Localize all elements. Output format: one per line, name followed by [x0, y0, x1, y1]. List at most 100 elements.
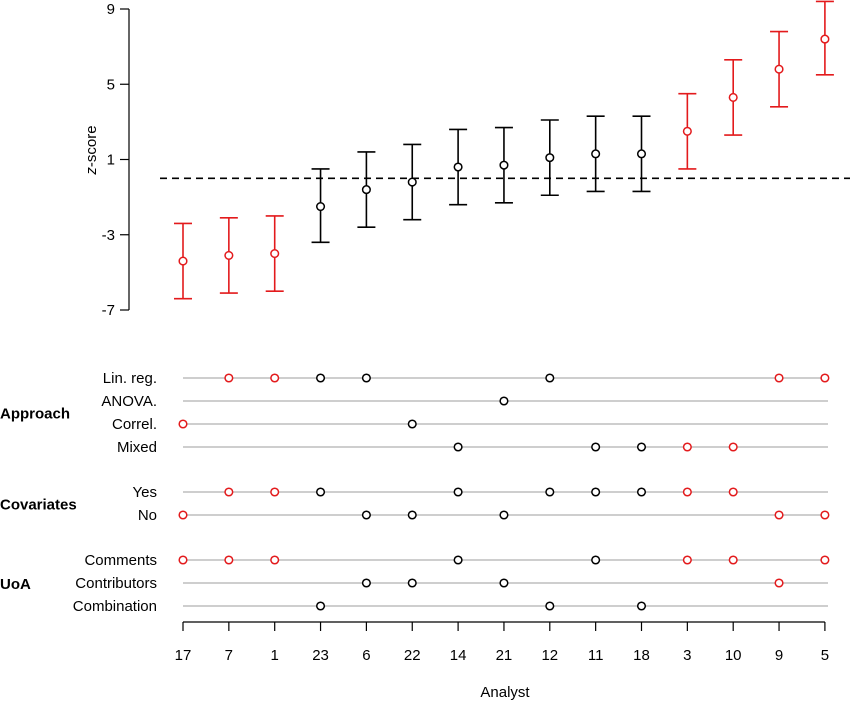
- row: Mixed: [117, 439, 828, 456]
- choice-point: [453, 442, 463, 452]
- choice-point: [224, 555, 234, 565]
- estimate-point: [545, 153, 555, 163]
- choice-point: [636, 601, 647, 611]
- choice-point: [774, 373, 784, 383]
- choice-point: [728, 555, 738, 565]
- y-tick-label: 5: [107, 76, 115, 93]
- row: Comments: [84, 552, 830, 569]
- choice-point: [591, 555, 601, 565]
- x-axis-title: Analyst: [480, 684, 530, 701]
- choice-point: [316, 373, 326, 383]
- error-bar: [265, 215, 284, 292]
- choice-point: [270, 555, 280, 565]
- choice-point: [407, 510, 417, 520]
- choice-point: [178, 510, 188, 520]
- estimate-point: [682, 126, 692, 136]
- choice-point: [407, 419, 417, 429]
- x-tick-label: 7: [225, 647, 233, 664]
- x-tick-label: 22: [404, 647, 421, 664]
- choice-point: [270, 487, 280, 497]
- row-label: Contributors: [75, 575, 157, 592]
- choice-point: [682, 555, 692, 565]
- estimate-point: [178, 256, 188, 266]
- x-tick-label: 3: [683, 647, 691, 664]
- row-label: Yes: [133, 484, 157, 501]
- choice-point: [774, 510, 784, 520]
- choice-point: [316, 487, 326, 497]
- error-bar: [403, 143, 422, 221]
- estimate-point: [774, 64, 784, 74]
- choice-point: [178, 555, 188, 565]
- choice-point: [178, 419, 188, 429]
- choice-point: [224, 487, 234, 497]
- error-bar: [586, 115, 605, 193]
- choice-point: [453, 555, 463, 565]
- choice-point: [682, 442, 692, 452]
- x-tick-label: 18: [633, 647, 650, 664]
- z-score-panel: -7 -3 1 5 9: [102, 0, 850, 319]
- y-tick-label: 9: [107, 1, 115, 18]
- choice-point: [224, 373, 234, 383]
- choice-point: [499, 396, 509, 406]
- choice-point: [453, 487, 463, 497]
- row-label: No: [138, 507, 157, 524]
- row: Combination: [73, 598, 828, 615]
- x-tick-label: 10: [725, 647, 742, 664]
- row-label: Lin. reg.: [103, 370, 157, 387]
- estimate-point: [270, 249, 280, 259]
- estimate-point: [820, 34, 830, 44]
- error-bar: [770, 30, 789, 108]
- choice-point: [499, 510, 509, 520]
- choice-point: [820, 373, 830, 383]
- choice-point: [361, 578, 371, 588]
- y-tick-label: -7: [102, 302, 115, 319]
- x-tick-label: 21: [496, 647, 513, 664]
- error-bar: [494, 126, 513, 204]
- choice-point: [545, 373, 555, 383]
- estimate-point: [499, 160, 509, 170]
- error-bar: [174, 222, 192, 300]
- x-tick-label: 9: [775, 647, 783, 664]
- error-bar: [449, 128, 468, 206]
- choice-point: [728, 442, 738, 452]
- estimate-point: [591, 149, 601, 159]
- choice-point: [636, 442, 647, 452]
- choice-point: [591, 487, 601, 497]
- error-bar: [540, 119, 559, 197]
- x-tick-label: 23: [312, 647, 329, 664]
- choice-point: [545, 601, 555, 611]
- row: ANOVA.: [101, 393, 828, 410]
- y-axis-title-italic: z: [83, 167, 100, 176]
- x-tick-label: 5: [821, 647, 829, 664]
- row: Contributors: [75, 575, 828, 592]
- row-label: Correl.: [112, 416, 157, 433]
- row-label: Comments: [84, 552, 157, 569]
- y-tick-label: 1: [107, 152, 115, 169]
- error-bar: [815, 0, 834, 76]
- error-bar: [632, 115, 651, 193]
- x-tick-label: 11: [588, 647, 604, 664]
- choice-point: [820, 555, 830, 565]
- row: Correl.: [112, 416, 828, 433]
- error-bar: [724, 58, 743, 136]
- estimate-point: [316, 201, 326, 212]
- group-label: Approach: [0, 406, 70, 423]
- choice-point: [682, 487, 692, 497]
- y-axis-title-rest: -score: [83, 125, 100, 167]
- error-bar: [311, 168, 330, 244]
- estimate-point: [224, 250, 234, 260]
- row-label: Combination: [73, 598, 157, 615]
- choice-point: [316, 601, 326, 611]
- y-tick-label: -3: [102, 227, 115, 244]
- estimate-point: [636, 149, 647, 159]
- x-tick-label: 14: [450, 647, 467, 664]
- choice-point: [499, 578, 509, 588]
- choice-point: [545, 487, 555, 497]
- row: No: [138, 507, 830, 524]
- choice-point: [591, 442, 601, 452]
- analyst-choices-panel: Lin. reg. ANOVA. Correl. Mixed Approach Yes No…: [0, 370, 830, 664]
- y-axis-title: z-score: [83, 125, 100, 175]
- choice-point: [407, 578, 417, 588]
- choice-point: [636, 487, 647, 497]
